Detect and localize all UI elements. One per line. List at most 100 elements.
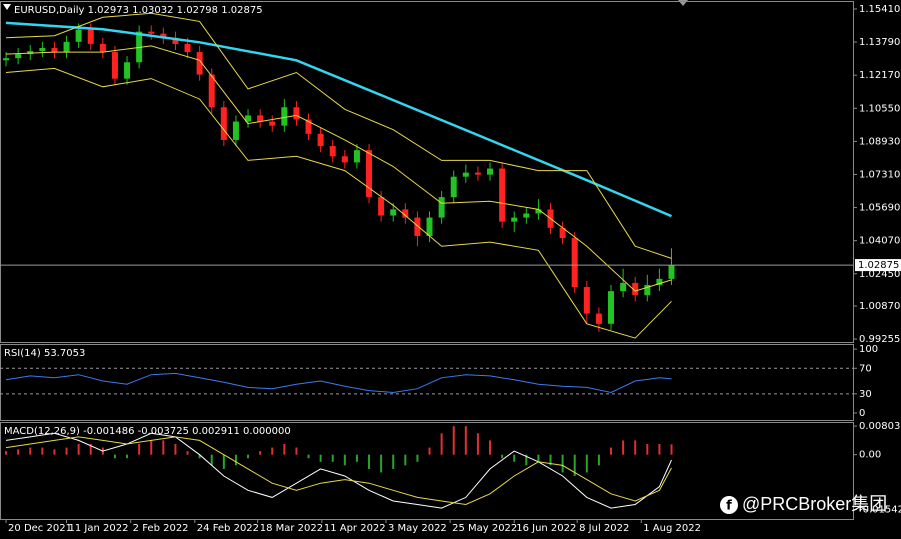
histogram-bar [416, 454, 419, 462]
candle-body [632, 282, 639, 296]
indicator-line [5, 436, 672, 506]
candle-body [172, 37, 179, 44]
histogram-bar [319, 454, 322, 462]
y-tick-label: 1.00870 [859, 301, 900, 312]
y-tick-label: 1.07310 [859, 169, 900, 180]
candle-body [305, 119, 312, 134]
pane-border [0, 344, 854, 421]
histogram-bar [343, 454, 346, 466]
indicator-line [5, 372, 672, 394]
candle-body [39, 47, 46, 52]
candle-body [535, 209, 542, 214]
y-tick-label: 1.10550 [859, 103, 900, 114]
histogram-bar [234, 454, 237, 466]
candle-body [511, 217, 518, 222]
candle-body [571, 238, 578, 288]
candle-body [75, 29, 82, 42]
histogram-bar [597, 454, 600, 466]
x-tick-label: 2 Feb 2022 [133, 523, 189, 534]
histogram-bar [501, 454, 504, 459]
histogram-bar [113, 454, 116, 459]
y-tick-label: 0 [859, 408, 865, 419]
histogram-bar [452, 426, 455, 455]
histogram-bar [162, 440, 165, 455]
histogram-bar [428, 447, 431, 455]
y-tick-label: 70 [859, 363, 872, 374]
histogram-bar [440, 433, 443, 455]
y-tick-label: -0.015424 [859, 505, 901, 516]
histogram-bar [658, 443, 661, 455]
candle-body [414, 217, 421, 236]
histogram-bar [573, 454, 576, 477]
last-price-box [855, 259, 901, 272]
candle-body [124, 62, 131, 79]
histogram-bar [29, 447, 32, 455]
histogram-bar [247, 454, 250, 459]
candle-body [341, 156, 348, 163]
candle-body [87, 29, 94, 44]
histogram-bar [222, 454, 225, 469]
facebook-icon [720, 496, 738, 514]
candle-body [269, 121, 276, 126]
pane-border [0, 422, 854, 520]
candle-body [620, 282, 627, 292]
y-tick-label: 1.15410 [859, 4, 900, 15]
x-tick-label: 24 Feb 2022 [197, 523, 259, 534]
candle-body [402, 209, 409, 218]
y-tick-label: 0.00 [859, 450, 881, 461]
candle-body [63, 41, 70, 53]
indicator-line [5, 45, 672, 292]
candle-body [15, 54, 22, 59]
x-tick-label: 11 Jan 2022 [69, 523, 129, 534]
pane-border [0, 1, 854, 343]
x-tick-label: 11 Apr 2022 [324, 523, 386, 534]
pane-title: MACD(12,26,9) -0.001486 -0.003725 0.0029… [4, 426, 291, 437]
candle-body [390, 209, 397, 216]
histogram-bar [368, 454, 371, 469]
candle-body [462, 172, 469, 177]
y-tick-label: 1.02450 [859, 269, 900, 280]
candle-body [317, 133, 324, 147]
candle-body [196, 52, 203, 75]
indicator-line [5, 432, 672, 509]
y-tick-label: 1.12170 [859, 70, 900, 81]
candle-body [474, 172, 481, 175]
histogram-bar [259, 451, 262, 455]
candle-body [353, 150, 360, 163]
histogram-bar [271, 447, 274, 455]
candle-body [583, 287, 590, 314]
pane: 100 70 30 0 RSI(14) 53.7053 [0, 344, 878, 421]
candle-body [523, 213, 530, 218]
histogram-bar [331, 454, 334, 462]
candle-body [559, 227, 566, 239]
pane-title: EURUSD,Daily 1.02973 1.03032 1.02798 1.0… [14, 5, 263, 16]
y-tick-label: 30 [859, 389, 872, 400]
indicator-line [5, 67, 672, 339]
histogram-bar [561, 454, 564, 473]
candle-body [438, 197, 445, 218]
histogram-bar [392, 454, 395, 469]
histogram-bar [89, 443, 92, 455]
y-tick-label: 1.05690 [859, 203, 900, 214]
histogram-bar [53, 449, 56, 455]
watermark: @PRCBroker集团 [742, 494, 887, 514]
candle-body [487, 168, 494, 175]
histogram-bar [549, 454, 552, 466]
candle-body [656, 278, 663, 285]
candle-body [450, 176, 457, 198]
candle-body [51, 47, 58, 53]
candle-body [329, 146, 336, 157]
candle-body [148, 31, 155, 34]
histogram-bar [126, 454, 129, 459]
histogram-bar [513, 454, 516, 462]
histogram-bar [610, 447, 613, 455]
watermark-group: f @PRCBroker集团 [720, 494, 887, 514]
histogram-bar [210, 454, 213, 466]
histogram-bar [307, 454, 310, 459]
candle-body [595, 313, 602, 324]
histogram-bar [198, 454, 201, 459]
candle-body [426, 217, 433, 236]
histogram-bar [380, 454, 383, 473]
